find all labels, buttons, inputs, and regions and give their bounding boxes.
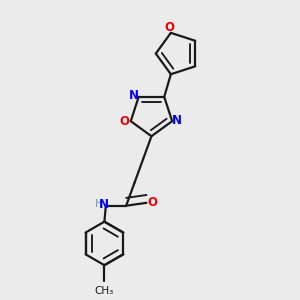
Text: N: N [128, 89, 138, 102]
Text: CH₃: CH₃ [95, 286, 114, 296]
Text: O: O [119, 115, 129, 128]
Text: O: O [164, 21, 174, 34]
Text: N: N [172, 114, 182, 127]
Text: O: O [148, 196, 158, 209]
Text: N: N [98, 198, 109, 211]
Text: H: H [94, 199, 103, 209]
